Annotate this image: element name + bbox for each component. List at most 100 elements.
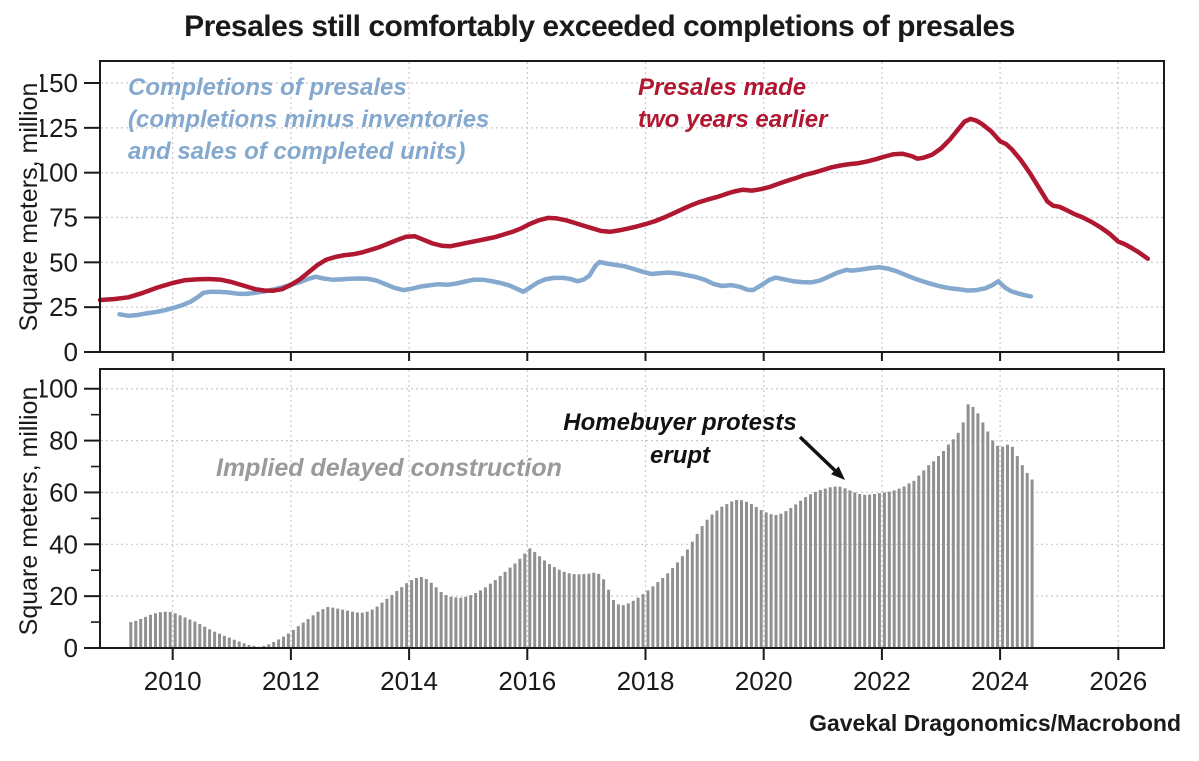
delayed-construction-bar — [483, 587, 487, 648]
delayed-construction-bar — [390, 594, 394, 648]
y-tick-label: 50 — [49, 247, 78, 277]
delayed-construction-bar — [385, 598, 389, 648]
delayed-construction-bar — [1015, 456, 1019, 648]
delayed-construction-bar — [488, 583, 492, 648]
y-tick-label: 150 — [40, 68, 78, 98]
delayed-construction-bar — [754, 507, 758, 648]
delayed-construction-bar — [548, 564, 551, 648]
delayed-construction-bar — [272, 642, 276, 648]
delayed-construction-bar — [592, 572, 596, 648]
delayed-construction-bar — [942, 451, 945, 648]
delayed-construction-bar — [395, 591, 399, 648]
delayed-construction-bar — [144, 616, 148, 648]
bottom-panel-chart: 0 20 40 60 80 100 — [40, 368, 1165, 663]
delayed-construction-bar — [838, 486, 842, 648]
delayed-construction-bar — [518, 558, 522, 648]
y-tick-label: 25 — [49, 292, 78, 322]
y-tick-label: 125 — [40, 113, 78, 143]
delayed-construction-bar — [725, 504, 729, 648]
delayed-construction-bar — [178, 615, 182, 648]
y-tick-label: 60 — [49, 477, 78, 507]
delayed-construction-bar — [232, 639, 236, 648]
delayed-construction-bar — [321, 609, 325, 648]
delayed-construction-bar — [804, 497, 808, 648]
x-tick-label-2014: 2014 — [380, 666, 438, 696]
panel-border — [99, 60, 1165, 353]
y-tick-label: 100 — [40, 158, 78, 188]
delayed-construction-bar — [695, 533, 699, 648]
x-tick-label-2026: 2026 — [1089, 666, 1148, 696]
delayed-construction-bar — [523, 553, 527, 648]
delayed-construction-bar — [779, 513, 783, 648]
delayed-construction-bar — [410, 580, 414, 648]
annotation-completions-line1: Completions of presales — [128, 74, 407, 101]
delayed-construction-bar — [405, 583, 409, 648]
delayed-construction-bar — [991, 440, 995, 648]
delayed-construction-bar — [208, 629, 212, 648]
delayed-construction-bar — [715, 510, 719, 648]
delayed-construction-bar — [813, 491, 817, 648]
delayed-construction-bar — [676, 562, 679, 648]
annotation-completions-label: Completions of presales (completions min… — [128, 72, 489, 168]
delayed-construction-bar — [316, 611, 320, 648]
presales-line — [97, 116, 1151, 303]
x-tick-label-2020: 2020 — [734, 666, 793, 696]
annotation-protests-line2: erupt — [650, 442, 710, 469]
delayed-construction-bar — [641, 594, 645, 648]
delayed-construction-bar — [602, 579, 606, 648]
delayed-construction-bar — [355, 612, 359, 648]
delayed-construction-bar — [818, 490, 822, 648]
delayed-construction-bar — [789, 508, 793, 648]
delayed-construction-bar — [543, 560, 546, 648]
delayed-construction-bar — [705, 519, 709, 648]
delayed-construction-bar — [794, 504, 798, 648]
delayed-construction-bar — [291, 629, 295, 648]
y-tick-label: 0 — [64, 633, 78, 663]
delayed-construction-bar — [168, 612, 172, 648]
delayed-construction-bar — [331, 607, 335, 648]
annotation-presales-line1: Presales made — [638, 74, 807, 101]
chart-title: Presales still comfortably exceeded comp… — [184, 10, 1015, 43]
delayed-construction-bar — [444, 595, 448, 648]
delayed-construction-bar — [296, 626, 300, 648]
delayed-construction-bar — [360, 612, 364, 648]
delayed-construction-bar — [823, 488, 827, 648]
delayed-construction-bar — [424, 579, 428, 648]
delayed-construction-bar — [237, 641, 241, 648]
delayed-construction-bar — [508, 567, 512, 648]
y-axis-label-bottom: Square meters, million — [15, 386, 43, 636]
delayed-construction-bar — [400, 587, 404, 648]
delayed-construction-bar — [277, 639, 281, 648]
delayed-construction-bar — [567, 573, 571, 648]
delayed-construction-bar — [759, 510, 763, 648]
delayed-construction-bar — [730, 501, 734, 648]
delayed-construction-bar — [454, 597, 458, 648]
delayed-construction-bar — [149, 614, 152, 648]
x-tick-label-2016: 2016 — [498, 666, 557, 696]
annotation-presales-line2: two years earlier — [638, 106, 828, 133]
delayed-construction-bar — [154, 613, 157, 648]
delayed-construction-bar — [577, 574, 581, 648]
annotation-implied-line1: Implied delayed construction — [216, 454, 562, 482]
delayed-construction-bar — [498, 575, 502, 648]
delayed-construction-bar — [626, 603, 630, 648]
delayed-construction-bar — [680, 556, 684, 648]
delayed-construction-bar — [286, 633, 290, 648]
delayed-construction-bar — [621, 605, 625, 648]
delayed-construction-bar — [464, 596, 468, 648]
x-tick-label-2010: 2010 — [143, 666, 202, 696]
x-tick-label-2022: 2022 — [852, 666, 911, 696]
delayed-construction-bar — [218, 633, 221, 648]
delayed-construction-bar — [799, 500, 803, 648]
delayed-construction-bar — [690, 541, 694, 648]
delayed-construction-bar — [656, 582, 660, 648]
delayed-construction-bar — [474, 593, 478, 648]
delayed-construction-bar — [927, 465, 931, 648]
delayed-construction-bar — [193, 621, 197, 648]
delayed-construction-bar — [907, 483, 911, 648]
delayed-construction-bar — [1030, 479, 1034, 648]
delayed-construction-bar — [809, 494, 812, 648]
delayed-construction-bar — [981, 422, 985, 648]
delayed-construction-bar — [877, 493, 881, 648]
delayed-construction-bar — [740, 500, 743, 648]
